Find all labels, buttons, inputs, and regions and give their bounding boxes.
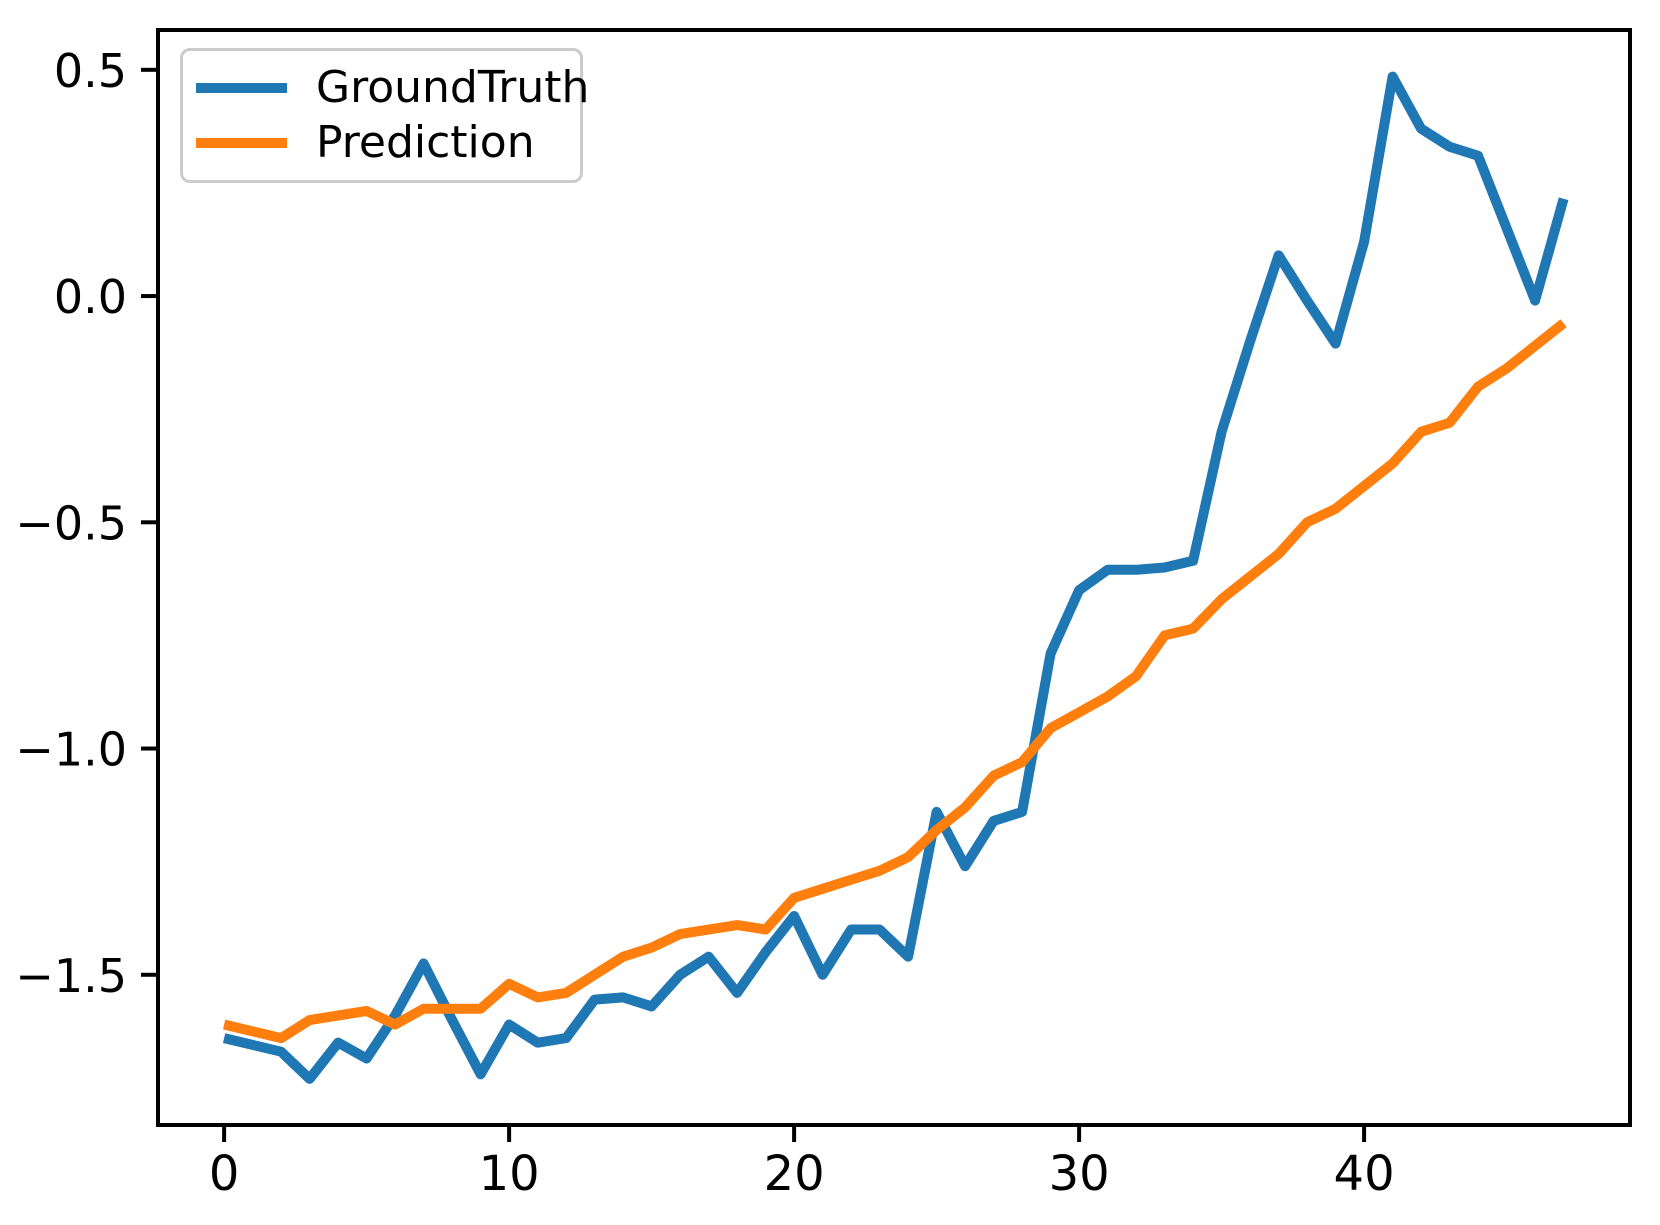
legend: GroundTruth Prediction [180,48,589,183]
x-tick-label: 30 [1049,1146,1110,1202]
legend-label-groundtruth: GroundTruth [316,62,590,113]
y-tick-label: 0.0 [54,270,127,324]
series-line-prediction [222,319,1567,1044]
groundtruth-line-swatch [196,83,287,93]
x-tick-label: 0 [209,1146,240,1202]
y-tick-label: −1.0 [15,723,127,777]
x-tick-label: 10 [479,1146,540,1202]
legend-row-prediction: Prediction [183,121,580,165]
x-tick-label: 20 [764,1146,825,1202]
legend-row-groundtruth: GroundTruth [183,66,589,110]
y-tick-label: −1.5 [15,949,127,1003]
prediction-line-swatch [196,138,287,148]
y-tick-label: −0.5 [15,496,127,550]
y-tick-label: 0.5 [54,44,127,98]
legend-label-prediction: Prediction [316,117,535,168]
x-tick-label: 40 [1334,1146,1395,1202]
series-line-groundtruth [222,71,1569,1084]
plot-border [156,28,1632,1127]
